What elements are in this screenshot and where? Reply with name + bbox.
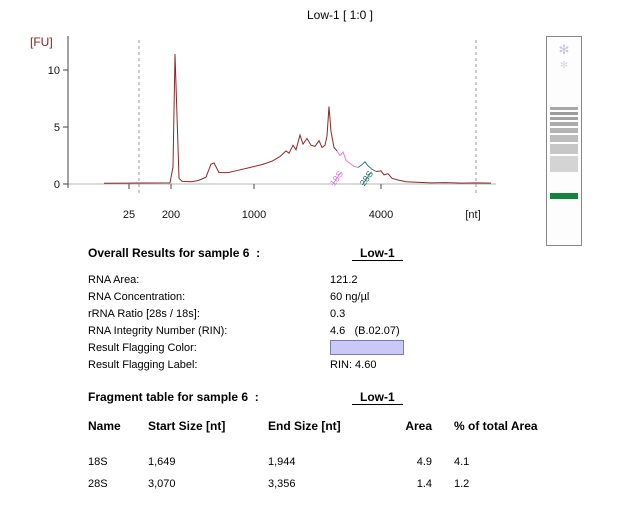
svg-text:28S: 28S xyxy=(358,169,375,188)
result-row-rin: RNA Integrity Number (RIN): 4.6 (B.02.07… xyxy=(88,322,404,339)
result-row-rna-area: RNA Area: 121.2 xyxy=(88,271,404,288)
column-header-end-size: End Size [nt] xyxy=(268,419,341,433)
result-label: Result Flagging Label: xyxy=(88,358,198,371)
cell-end: 1,944 xyxy=(268,456,296,468)
fragment-table-section: Fragment table for sample 6 : Low-1 Name… xyxy=(88,390,572,495)
cell-area: 4.9 xyxy=(416,456,432,468)
svg-text:4000: 4000 xyxy=(369,209,393,221)
result-value: 0.3 xyxy=(330,307,346,320)
gel-marker-icon: ✻ xyxy=(558,42,570,57)
table-row: 18S 1,649 1,944 4.9 4.1 xyxy=(88,451,572,473)
result-value: RIN: 4.60 xyxy=(330,358,377,371)
cell-area: 1.4 xyxy=(416,478,432,490)
result-value: 121.2 xyxy=(330,273,358,286)
column-header-pct: % of total Area xyxy=(454,419,538,433)
svg-text:[FU]: [FU] xyxy=(30,35,53,49)
svg-text:1000: 1000 xyxy=(242,209,266,221)
gel-lane: ✻ ✻ xyxy=(546,36,582,246)
cell-pct: 1.2 xyxy=(454,478,470,490)
gel-band xyxy=(550,117,578,120)
column-header-area: Area xyxy=(405,419,432,433)
result-label: rRNA Ratio [28s / 18s]: xyxy=(88,307,200,320)
cell-pct: 4.1 xyxy=(454,456,470,468)
electropherogram-chart: 0 5 10 25 200 1000 4000 [nt] [FU] 18S 28S xyxy=(30,35,496,221)
result-label: RNA Concentration: xyxy=(88,290,186,303)
svg-text:18S: 18S xyxy=(328,169,345,188)
sample-name-link[interactable]: Low-1 xyxy=(352,390,403,405)
result-row-flag-label: Result Flagging Label: RIN: 4.60 xyxy=(88,356,404,373)
fragment-table-heading: Fragment table for sample 6 : xyxy=(88,390,259,404)
svg-text:10: 10 xyxy=(48,65,60,77)
overall-results-section: Overall Results for sample 6 : Low-1 RNA… xyxy=(88,246,404,373)
result-value: 60 ng/µl xyxy=(330,290,370,303)
gel-band xyxy=(550,156,578,172)
gel-band xyxy=(550,112,578,115)
gel-band xyxy=(550,144,578,154)
table-row: 28S 3,070 3,356 1.4 1.2 xyxy=(88,473,572,495)
result-row-rrna-ratio: rRNA Ratio [28s / 18s]: 0.3 xyxy=(88,305,404,322)
gel-band xyxy=(550,107,578,110)
result-label: Result Flagging Color: xyxy=(88,341,197,354)
sample-name-link[interactable]: Low-1 xyxy=(352,246,403,261)
column-header-name: Name xyxy=(88,419,121,433)
result-label: RNA Area: xyxy=(88,273,140,286)
gel-band xyxy=(550,128,578,133)
gel-band xyxy=(550,135,578,142)
svg-text:5: 5 xyxy=(54,122,60,134)
chart-title: Low-1 [ 1:0 ] xyxy=(306,8,374,22)
svg-text:[nt]: [nt] xyxy=(465,209,480,221)
cell-name: 28S xyxy=(88,478,108,490)
result-label: RNA Integrity Number (RIN): xyxy=(88,324,228,337)
flag-color-swatch xyxy=(330,340,404,355)
result-row-rna-concentration: RNA Concentration: 60 ng/µl xyxy=(88,288,404,305)
svg-text:25: 25 xyxy=(123,209,135,221)
gel-marker-icon: ✻ xyxy=(559,60,569,71)
gel-band xyxy=(550,122,578,126)
fragment-table-header: Name Start Size [nt] End Size [nt] Area … xyxy=(88,419,572,433)
cell-name: 18S xyxy=(88,456,108,468)
svg-text:200: 200 xyxy=(162,209,180,221)
cell-end: 3,356 xyxy=(268,478,296,490)
column-header-start-size: Start Size [nt] xyxy=(148,419,226,433)
svg-text:0: 0 xyxy=(54,179,60,191)
gel-band xyxy=(550,193,578,199)
overall-results-heading: Overall Results for sample 6 : xyxy=(88,246,261,260)
result-value: 4.6 (B.02.07) xyxy=(330,324,400,337)
fragment-table: Name Start Size [nt] End Size [nt] Area … xyxy=(88,419,572,495)
cell-start: 3,070 xyxy=(148,478,176,490)
cell-start: 1,649 xyxy=(148,456,176,468)
result-row-flag-color: Result Flagging Color: xyxy=(88,339,404,356)
